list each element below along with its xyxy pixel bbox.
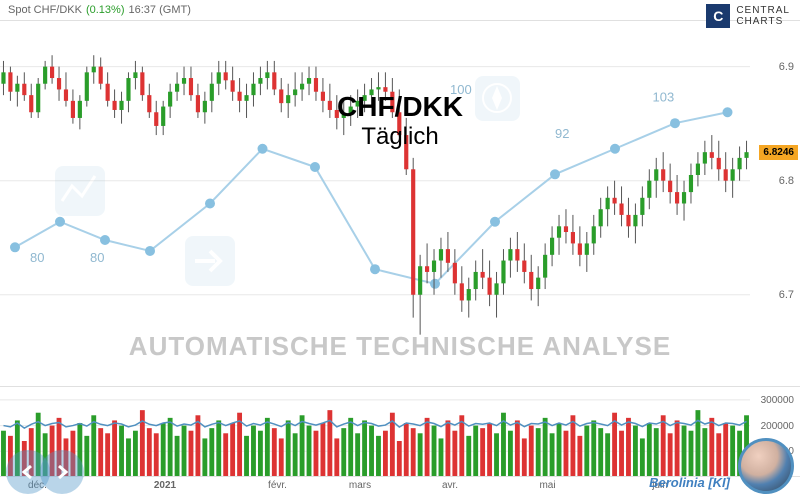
price-y-axis: 6.76.86.96.8246	[750, 21, 800, 386]
watermark-chart-icon	[50, 161, 110, 221]
pair-label: Spot CHF/DKK	[8, 4, 82, 16]
price-chart[interactable]: 808010092103 CHF/DKK Täglich AUTOMATISCH…	[0, 21, 800, 386]
watermark-text: AUTOMATISCHE TECHNISCHE ANALYSE	[129, 331, 671, 362]
svg-text:80: 80	[90, 250, 104, 265]
tz-label: (GMT)	[159, 4, 191, 16]
avatar[interactable]	[738, 438, 794, 494]
chart-title: CHF/DKK Täglich	[337, 91, 463, 151]
nav-fwd-icon[interactable]	[40, 450, 84, 494]
header-bar: Spot CHF/DKK (0.13%) 16:37 (GMT)	[0, 0, 800, 21]
watermark-arrow-icon	[180, 231, 240, 291]
pct-change: (0.13%)	[86, 4, 125, 16]
time-label: 16:37	[129, 4, 157, 16]
nav-circles[interactable]	[6, 450, 74, 494]
svg-text:80: 80	[30, 250, 44, 265]
svg-text:92: 92	[555, 126, 569, 141]
volume-chart[interactable]: 100000200000300000	[0, 386, 800, 476]
brand-label: Berolinia [KI]	[649, 475, 730, 490]
watermark-compass-icon	[470, 71, 525, 126]
svg-text:103: 103	[653, 89, 675, 104]
